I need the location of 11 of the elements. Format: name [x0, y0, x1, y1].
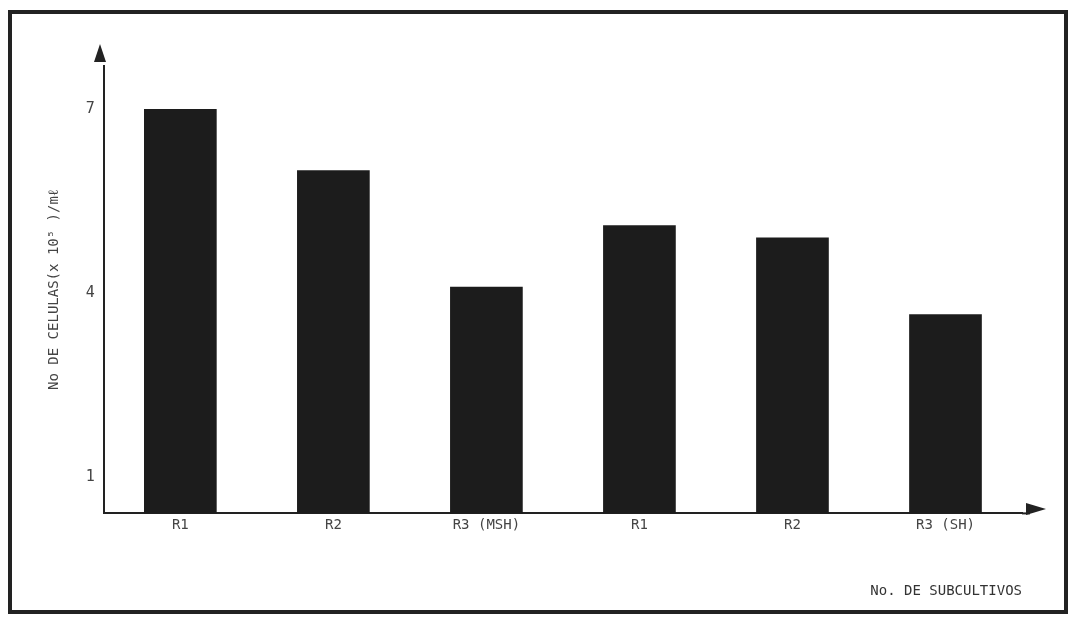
x-axis-title: No. DE SUBCULTIVOS — [870, 582, 1022, 599]
x-tick-label: R3 (SH) — [915, 516, 975, 533]
x-tick-label: R2 — [324, 516, 342, 533]
y-tick-label: 4 — [85, 282, 95, 301]
x-tick-label: R1 — [631, 516, 648, 533]
x-tick-label: R1 — [171, 516, 189, 533]
y-tick-label: 1 — [85, 466, 95, 485]
x-tick-label: R3 (MSH) — [452, 516, 521, 533]
x-tick-label: R2 — [784, 516, 801, 533]
y-tick-label: 7 — [85, 98, 95, 117]
y-axis-title: No DE CELULAS(x 10⁵ )/mℓ — [45, 189, 62, 390]
